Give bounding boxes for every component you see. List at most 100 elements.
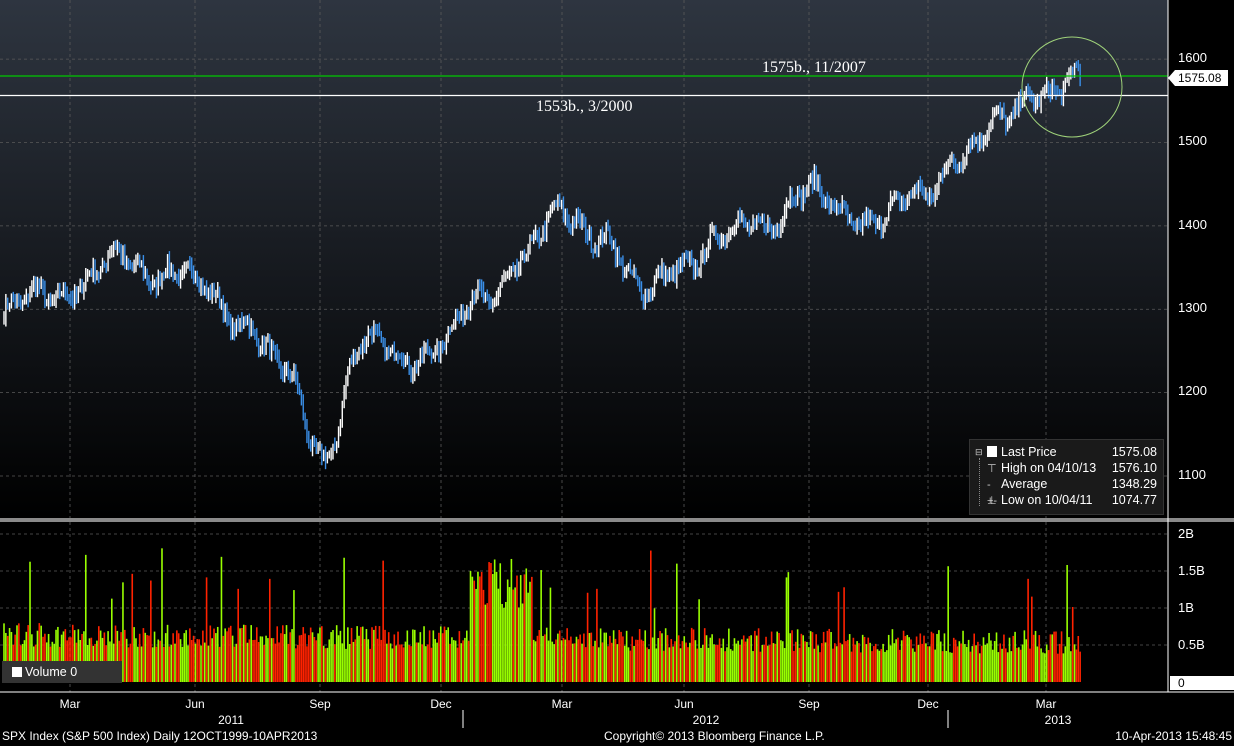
volume-bar <box>402 647 405 682</box>
volume-bar <box>224 628 226 682</box>
volume-bar <box>681 641 684 682</box>
volume-bar <box>371 627 373 682</box>
volume-bar <box>177 633 180 682</box>
volume-bar <box>309 627 312 682</box>
price-tick: 1400 <box>1178 217 1207 232</box>
year-tick: 2013 <box>1045 713 1072 727</box>
volume-bar <box>807 647 810 682</box>
volume-bar <box>486 603 489 682</box>
volume-bar <box>848 634 851 682</box>
volume-bar <box>737 640 739 682</box>
volume-bar <box>415 642 418 682</box>
volume-bar <box>612 630 615 682</box>
volume-bar <box>679 648 682 682</box>
ref-label-low: 1553b., 3/2000 <box>536 98 632 115</box>
volume-bar <box>176 630 178 682</box>
volume-bar <box>663 650 665 682</box>
month-tick: Mar <box>60 697 81 711</box>
volume-bar <box>908 637 910 682</box>
volume-bar <box>185 630 187 682</box>
volume-bar <box>614 638 617 682</box>
volume-bar <box>722 638 725 682</box>
volume-bar <box>912 648 914 682</box>
volume-bar <box>835 646 838 682</box>
volume-bar <box>657 638 660 682</box>
volume-bar <box>365 629 368 682</box>
volume-bar <box>882 643 884 682</box>
volume-bar <box>640 639 643 682</box>
volume-bar <box>62 631 65 682</box>
volume-bar <box>179 639 182 682</box>
volume-bar <box>233 646 236 682</box>
grid <box>0 0 1168 692</box>
volume-bar <box>451 637 453 682</box>
volume-bar <box>988 632 990 682</box>
volume-bar <box>928 646 931 682</box>
volume-bar <box>64 629 67 682</box>
volume-bar <box>633 645 635 682</box>
volume-bar <box>244 625 247 682</box>
volume-bar <box>194 643 197 682</box>
volume-bar <box>99 630 102 682</box>
volume-bar <box>1018 647 1020 682</box>
volume-bar <box>798 647 801 682</box>
volume-bar <box>220 556 223 682</box>
volume-bar <box>133 627 135 682</box>
volume-bar <box>304 633 306 682</box>
volume-bar <box>596 588 598 682</box>
volume-bar <box>1057 653 1059 682</box>
volume-bar <box>878 650 881 682</box>
volume-bar <box>583 633 585 682</box>
collapse-icon[interactable]: ⊟ <box>975 447 983 457</box>
volume-bar <box>97 626 100 682</box>
volume-bar <box>218 646 221 682</box>
volume-bar <box>5 632 7 682</box>
volume-bar <box>354 639 357 682</box>
volume-bar <box>755 635 758 682</box>
volume-bar <box>620 631 622 682</box>
volume-bar <box>802 635 805 682</box>
volume-bar <box>114 625 117 682</box>
volume-bar <box>276 626 279 682</box>
volume-bar <box>943 633 946 682</box>
volume-bar <box>644 630 647 682</box>
volume-bar <box>18 623 20 682</box>
volume-bar <box>467 640 470 682</box>
volume-bar <box>203 642 206 682</box>
volume-bar <box>545 627 548 682</box>
volume-bar <box>460 643 463 682</box>
volume-bar <box>603 632 606 682</box>
month-tick: Mar <box>552 697 573 711</box>
volume-bar <box>999 643 1002 682</box>
volume-bar <box>231 635 234 682</box>
volume-bar <box>874 643 877 682</box>
volume-bar <box>971 646 974 682</box>
volume-bar <box>274 643 277 682</box>
volume-bar <box>586 592 589 682</box>
volume-bar <box>125 638 128 682</box>
volume-bar <box>610 642 613 682</box>
volume-bar <box>1053 631 1055 682</box>
volume-bar <box>328 639 331 682</box>
volume-bar <box>146 635 148 682</box>
volume-bar <box>300 634 303 682</box>
volume-bar <box>549 587 552 682</box>
legend-value: 1575.08 <box>1111 445 1157 459</box>
volume-bar <box>60 634 63 682</box>
price-tick: 1300 <box>1178 300 1207 315</box>
volume-bar <box>38 623 41 682</box>
volume-bar <box>839 642 842 682</box>
month-tick: Jun <box>185 697 204 711</box>
volume-bar <box>248 639 251 682</box>
volume-bar <box>735 643 738 682</box>
volume-bar <box>477 571 479 682</box>
volume-bar <box>419 632 422 682</box>
volume-bar <box>597 647 600 682</box>
volume-bar <box>659 630 661 682</box>
legend-tree-line <box>979 458 980 506</box>
volume-bar <box>151 647 154 682</box>
volume-bar <box>960 643 962 682</box>
year-tick: 2012 <box>693 713 720 727</box>
volume-bar <box>703 628 706 682</box>
volume-bar <box>696 648 699 682</box>
